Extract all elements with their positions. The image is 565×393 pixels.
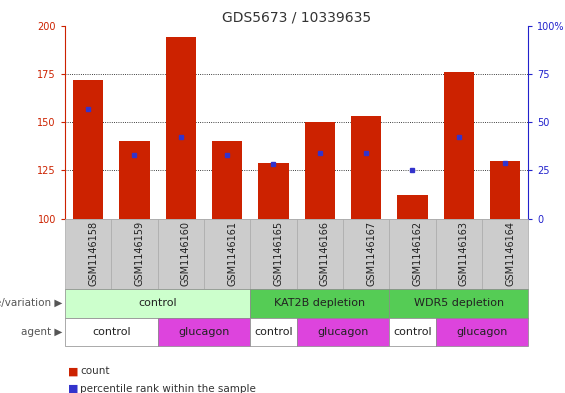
Text: KAT2B depletion: KAT2B depletion (274, 298, 366, 309)
Text: glucagon: glucagon (457, 327, 507, 337)
Title: GDS5673 / 10339635: GDS5673 / 10339635 (222, 10, 371, 24)
Bar (212, 141, 242, 219)
Text: GSM1146160: GSM1146160 (181, 221, 191, 286)
Text: control: control (393, 327, 432, 337)
Text: GSM1146159: GSM1146159 (134, 221, 145, 286)
Text: GSM1146166: GSM1146166 (320, 221, 330, 286)
Text: GSM1146161: GSM1146161 (227, 221, 237, 286)
Bar (444, 72, 474, 219)
Text: glucagon: glucagon (179, 327, 229, 337)
Text: control: control (138, 298, 177, 309)
Bar (490, 161, 520, 219)
Text: ■: ■ (68, 384, 79, 393)
Text: WDR5 depletion: WDR5 depletion (414, 298, 504, 309)
Text: control: control (254, 327, 293, 337)
Text: GSM1146165: GSM1146165 (273, 221, 284, 286)
Text: control: control (92, 327, 131, 337)
Text: GSM1146167: GSM1146167 (366, 221, 376, 286)
Bar (258, 163, 289, 219)
Text: ■: ■ (68, 366, 79, 376)
Text: agent ▶: agent ▶ (21, 327, 62, 337)
Text: glucagon: glucagon (318, 327, 368, 337)
Bar (119, 141, 150, 219)
Text: GSM1146164: GSM1146164 (505, 221, 515, 286)
Bar (305, 122, 335, 219)
Bar (166, 37, 196, 219)
Bar (73, 79, 103, 219)
Text: GSM1146162: GSM1146162 (412, 221, 423, 286)
Text: GSM1146163: GSM1146163 (459, 221, 469, 286)
Text: percentile rank within the sample: percentile rank within the sample (80, 384, 256, 393)
Text: genotype/variation ▶: genotype/variation ▶ (0, 298, 62, 309)
Text: GSM1146158: GSM1146158 (88, 221, 98, 286)
Bar (397, 195, 428, 219)
Text: count: count (80, 366, 110, 376)
Bar (351, 116, 381, 219)
